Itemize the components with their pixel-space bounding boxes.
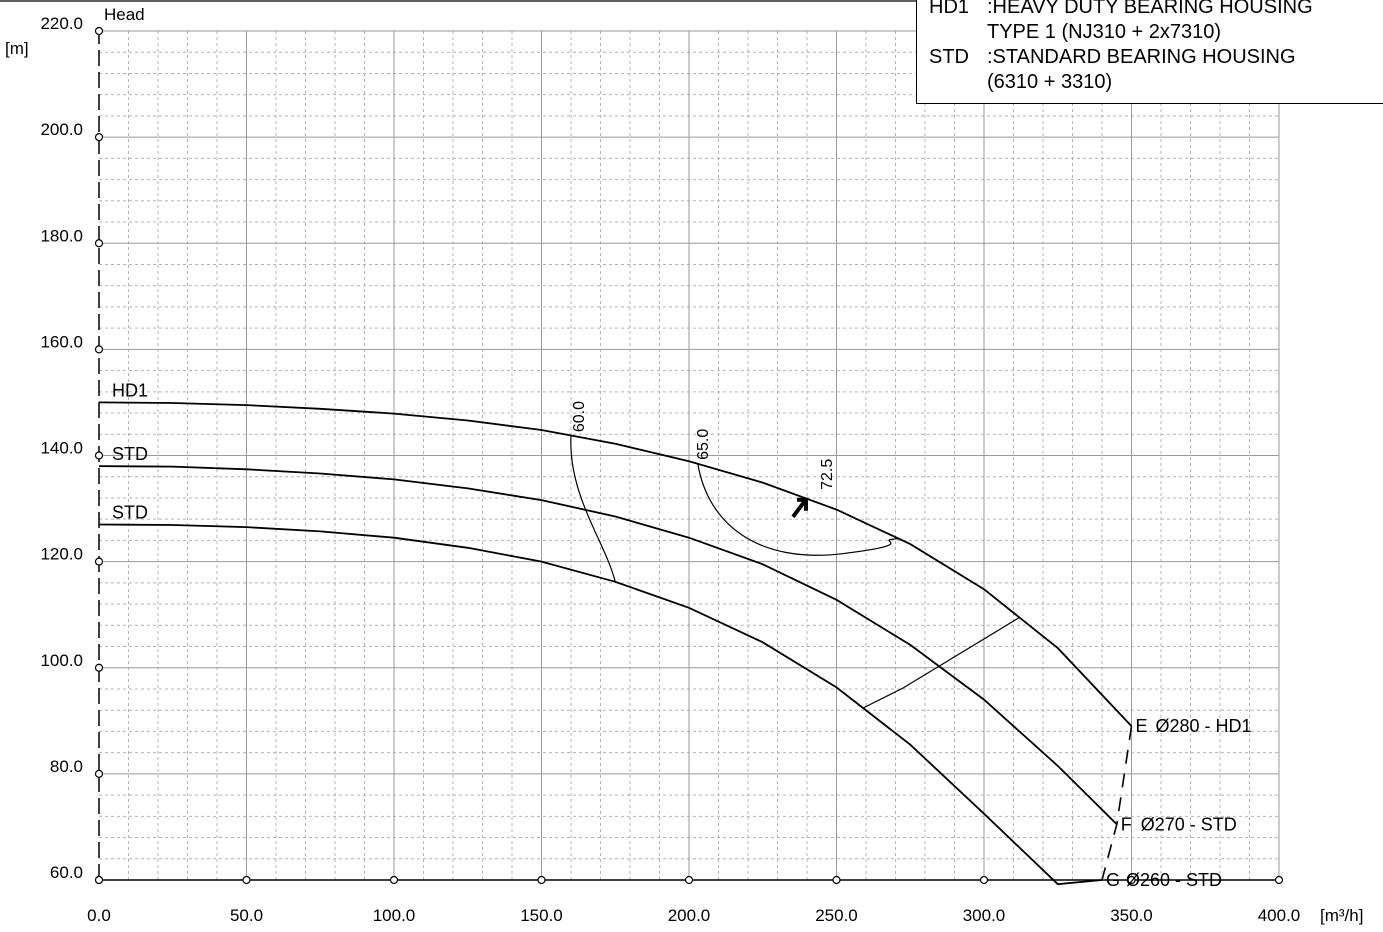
y-tick-marker xyxy=(94,133,104,142)
y-tick-label: 60.0 xyxy=(50,863,83,882)
y-tick-marker xyxy=(94,875,104,885)
head-curve-0 xyxy=(98,401,1133,727)
y-tick-label: 120.0 xyxy=(40,545,83,564)
y-tick-marker xyxy=(94,239,104,248)
y-tick-label: 100.0 xyxy=(40,651,83,670)
efficiency-label: 72.5 xyxy=(819,459,836,490)
y-tick-label: 140.0 xyxy=(40,439,83,458)
efficiency-iso-right xyxy=(862,616,1020,709)
y-tick-marker xyxy=(94,451,104,460)
major-grid xyxy=(99,30,1280,880)
note-hd1-code: HD1 xyxy=(929,0,970,18)
curve-end-label: Ø270 - STD xyxy=(1141,814,1237,834)
curve-end-letter: G xyxy=(1106,870,1120,890)
y-tick-label: 80.0 xyxy=(50,757,83,776)
efficiency-iso-65 xyxy=(697,463,899,556)
x-tick-label: 250.0 xyxy=(815,906,858,925)
curve-labels: HD1 E Ø280 - HD1 STD F Ø270 - STD STD G Ø260 - S… xyxy=(112,380,1252,890)
y-tick-label: 220.0 xyxy=(40,14,83,33)
x-tick-marker xyxy=(389,875,399,885)
y-tick-label: 160.0 xyxy=(40,332,83,351)
note-hd1-cont: TYPE 1 (NJ310 + 2x7310) xyxy=(987,21,1222,43)
y-tick-label: 180.0 xyxy=(40,226,83,245)
curve-start-label: STD xyxy=(112,444,148,464)
x-tick-marker xyxy=(1127,875,1136,885)
x-tick-marker xyxy=(832,875,841,885)
x-tick-label: 150.0 xyxy=(520,906,563,925)
curve-start-label: HD1 xyxy=(112,380,148,400)
bearing-notes-box: HD1 :HEAVY DUTY BEARING HOUSING TYPE 1 (N… xyxy=(916,0,1383,104)
x-tick-marker xyxy=(242,875,251,885)
y-unit-label: [m] xyxy=(5,39,29,58)
note-std-code: STD xyxy=(929,46,969,68)
y-tick-marker xyxy=(94,345,104,354)
curve-start-label: STD xyxy=(112,502,148,522)
x-tick-label: 200.0 xyxy=(668,906,711,925)
note-hd1: HD1 :HEAVY DUTY BEARING HOUSING xyxy=(929,0,1313,20)
end-of-curve-line xyxy=(1101,725,1133,881)
y-tick-marker xyxy=(94,769,104,778)
axes xyxy=(0,0,1284,885)
x-tick-label: 400.0 xyxy=(1258,906,1301,925)
note-std-text: :STANDARD BEARING HOUSING xyxy=(987,46,1296,68)
bep-arrow xyxy=(791,497,808,518)
efficiency-contours xyxy=(570,435,1020,709)
x-tick-marker xyxy=(537,875,546,885)
curve-end-label: Ø260 - STD xyxy=(1126,870,1222,890)
curve-end-letter: E xyxy=(1136,716,1148,736)
x-tick-marker xyxy=(979,875,989,885)
curve-end-label: Ø280 - HD1 xyxy=(1156,716,1252,736)
x-tick-marker xyxy=(1274,875,1284,885)
efficiency-iso-60 xyxy=(570,435,616,582)
y-tick-marker xyxy=(94,663,104,672)
head-curves xyxy=(98,401,1133,886)
x-tick-label: 100.0 xyxy=(373,906,416,925)
x-unit-label: [m³/h] xyxy=(1320,906,1363,925)
y-tick-marker xyxy=(94,26,104,36)
curve-end-letter: F xyxy=(1121,814,1132,834)
y-tick-marker xyxy=(94,557,104,566)
tick-labels: 0.0 50.0 100.0 150.0 200.0 250.0 300.0 350.0 400… xyxy=(40,14,1300,925)
x-tick-label: 350.0 xyxy=(1110,906,1153,925)
x-tick-label: 0.0 xyxy=(87,906,111,925)
head-curve-1 xyxy=(98,465,1118,825)
efficiency-label: 60.0 xyxy=(571,401,588,432)
x-tick-label: 300.0 xyxy=(963,906,1006,925)
note-std-cont: (6310 + 3310) xyxy=(987,71,1113,93)
note-std: STD :STANDARD BEARING HOUSING xyxy=(929,45,1296,70)
head-curve-2 xyxy=(98,523,1103,886)
note-hd1-text: :HEAVY DUTY BEARING HOUSING xyxy=(987,0,1313,18)
x-tick-marker xyxy=(684,875,694,885)
efficiency-label: 65.0 xyxy=(695,429,712,460)
y-axis-label: Head xyxy=(104,5,145,24)
y-tick-label: 200.0 xyxy=(40,120,83,139)
x-tick-label: 50.0 xyxy=(230,906,263,925)
